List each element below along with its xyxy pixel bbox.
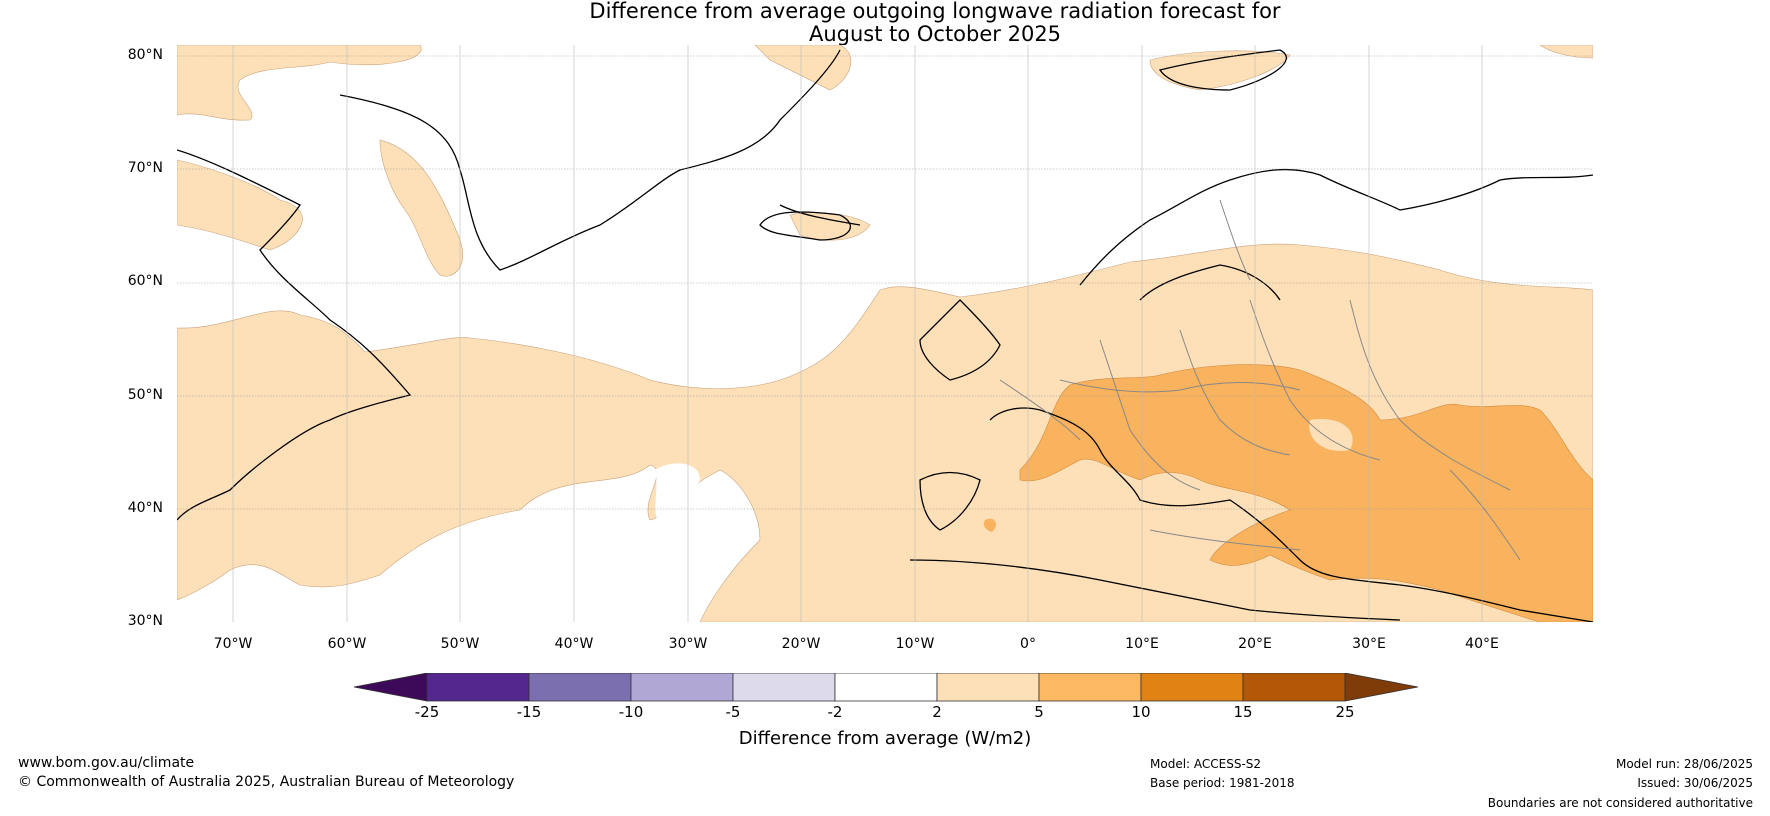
colorbar-tick: 10 [1131, 703, 1151, 721]
colorbar-bin [936, 673, 1040, 702]
title-line-2: August to October 2025 [808, 22, 1062, 46]
lat-label: 50°N [127, 387, 163, 403]
colorbar-bin [1140, 673, 1244, 702]
meridians [232, 45, 1483, 622]
colorbar-bin [732, 673, 836, 702]
lon-label: 30°E [1352, 636, 1386, 652]
colorbar-bin [1242, 673, 1346, 702]
anomaly-region-2-5 [177, 243, 1593, 622]
neutral-patch [655, 463, 700, 525]
lon-label: 10°E [1125, 636, 1159, 652]
colorbar-bin [426, 673, 530, 702]
lon-label: 40°W [554, 636, 594, 652]
lat-label: 40°N [127, 500, 163, 516]
neutral-patch [455, 534, 485, 550]
colorbar-bin [528, 673, 632, 702]
title-line-1: Difference from average outgoing longwav… [589, 0, 1281, 23]
base-period: Base period: 1981-2018 [1150, 776, 1295, 790]
colorbar-tick: -25 [414, 703, 440, 721]
anomaly-region-2-5 [177, 45, 422, 121]
colorbar-tick: -10 [618, 703, 644, 721]
colorbar-bin [353, 673, 428, 702]
footer-copyright: © Commonwealth of Australia 2025, Austra… [18, 774, 515, 790]
colorbar-tick: 5 [1034, 703, 1044, 721]
anomaly-region-2-5 [1539, 45, 1593, 59]
country-borders [999, 199, 1521, 561]
colorbar-bin [834, 673, 938, 702]
lon-label: 20°W [781, 636, 821, 652]
lon-label: 10°W [895, 636, 935, 652]
colorbar-tick: -5 [725, 703, 741, 721]
lat-label: 30°N [127, 613, 163, 629]
lon-label: 60°W [327, 636, 367, 652]
footer-url: www.bom.gov.au/climate [18, 755, 195, 771]
anomaly-region-2-5 [1309, 419, 1353, 451]
colorbar-bin [1344, 673, 1419, 702]
anomaly-region-2-5 [177, 159, 303, 251]
issued-date: Issued: 30/06/2025 [1637, 776, 1753, 790]
lon-label: 40°E [1465, 636, 1499, 652]
colorbar-tick: 25 [1335, 703, 1355, 721]
coastlines [177, 49, 1593, 622]
colorbar-tick: -2 [827, 703, 843, 721]
anomaly-region-2-5 [754, 45, 852, 91]
colorbar-label: Difference from average (W/m2) [738, 728, 1032, 749]
model-name: Model: ACCESS-S2 [1150, 757, 1262, 771]
anomaly-region-2-5 [379, 139, 463, 277]
lon-label: 70°W [213, 636, 253, 652]
model-run-date: Model run: 28/06/2025 [1615, 757, 1753, 771]
neutral-patch [378, 293, 406, 314]
boundaries-disclaimer: Boundaries are not considered authoritat… [1487, 796, 1753, 810]
lon-label: 30°W [668, 636, 708, 652]
colorbar-bin [630, 673, 734, 702]
colorbar-tick: 15 [1233, 703, 1253, 721]
colorbar-tick: 2 [932, 703, 942, 721]
forecast-map [177, 45, 1593, 622]
lon-label: 20°E [1238, 636, 1272, 652]
graticule [177, 55, 1593, 510]
lat-label: 70°N [127, 160, 163, 176]
anomaly-region-5-10 [1019, 364, 1593, 622]
lat-label: 60°N [127, 273, 163, 289]
colorbar-bin [1038, 673, 1142, 702]
colorbar [353, 673, 1419, 702]
lon-label: 0° [1020, 636, 1036, 652]
anomaly-region-5-10 [983, 518, 996, 532]
lon-label: 50°W [440, 636, 480, 652]
lat-label: 80°N [127, 47, 163, 63]
colorbar-tick: -15 [516, 703, 542, 721]
map-title: Difference from average outgoing longwav… [0, 0, 1770, 46]
